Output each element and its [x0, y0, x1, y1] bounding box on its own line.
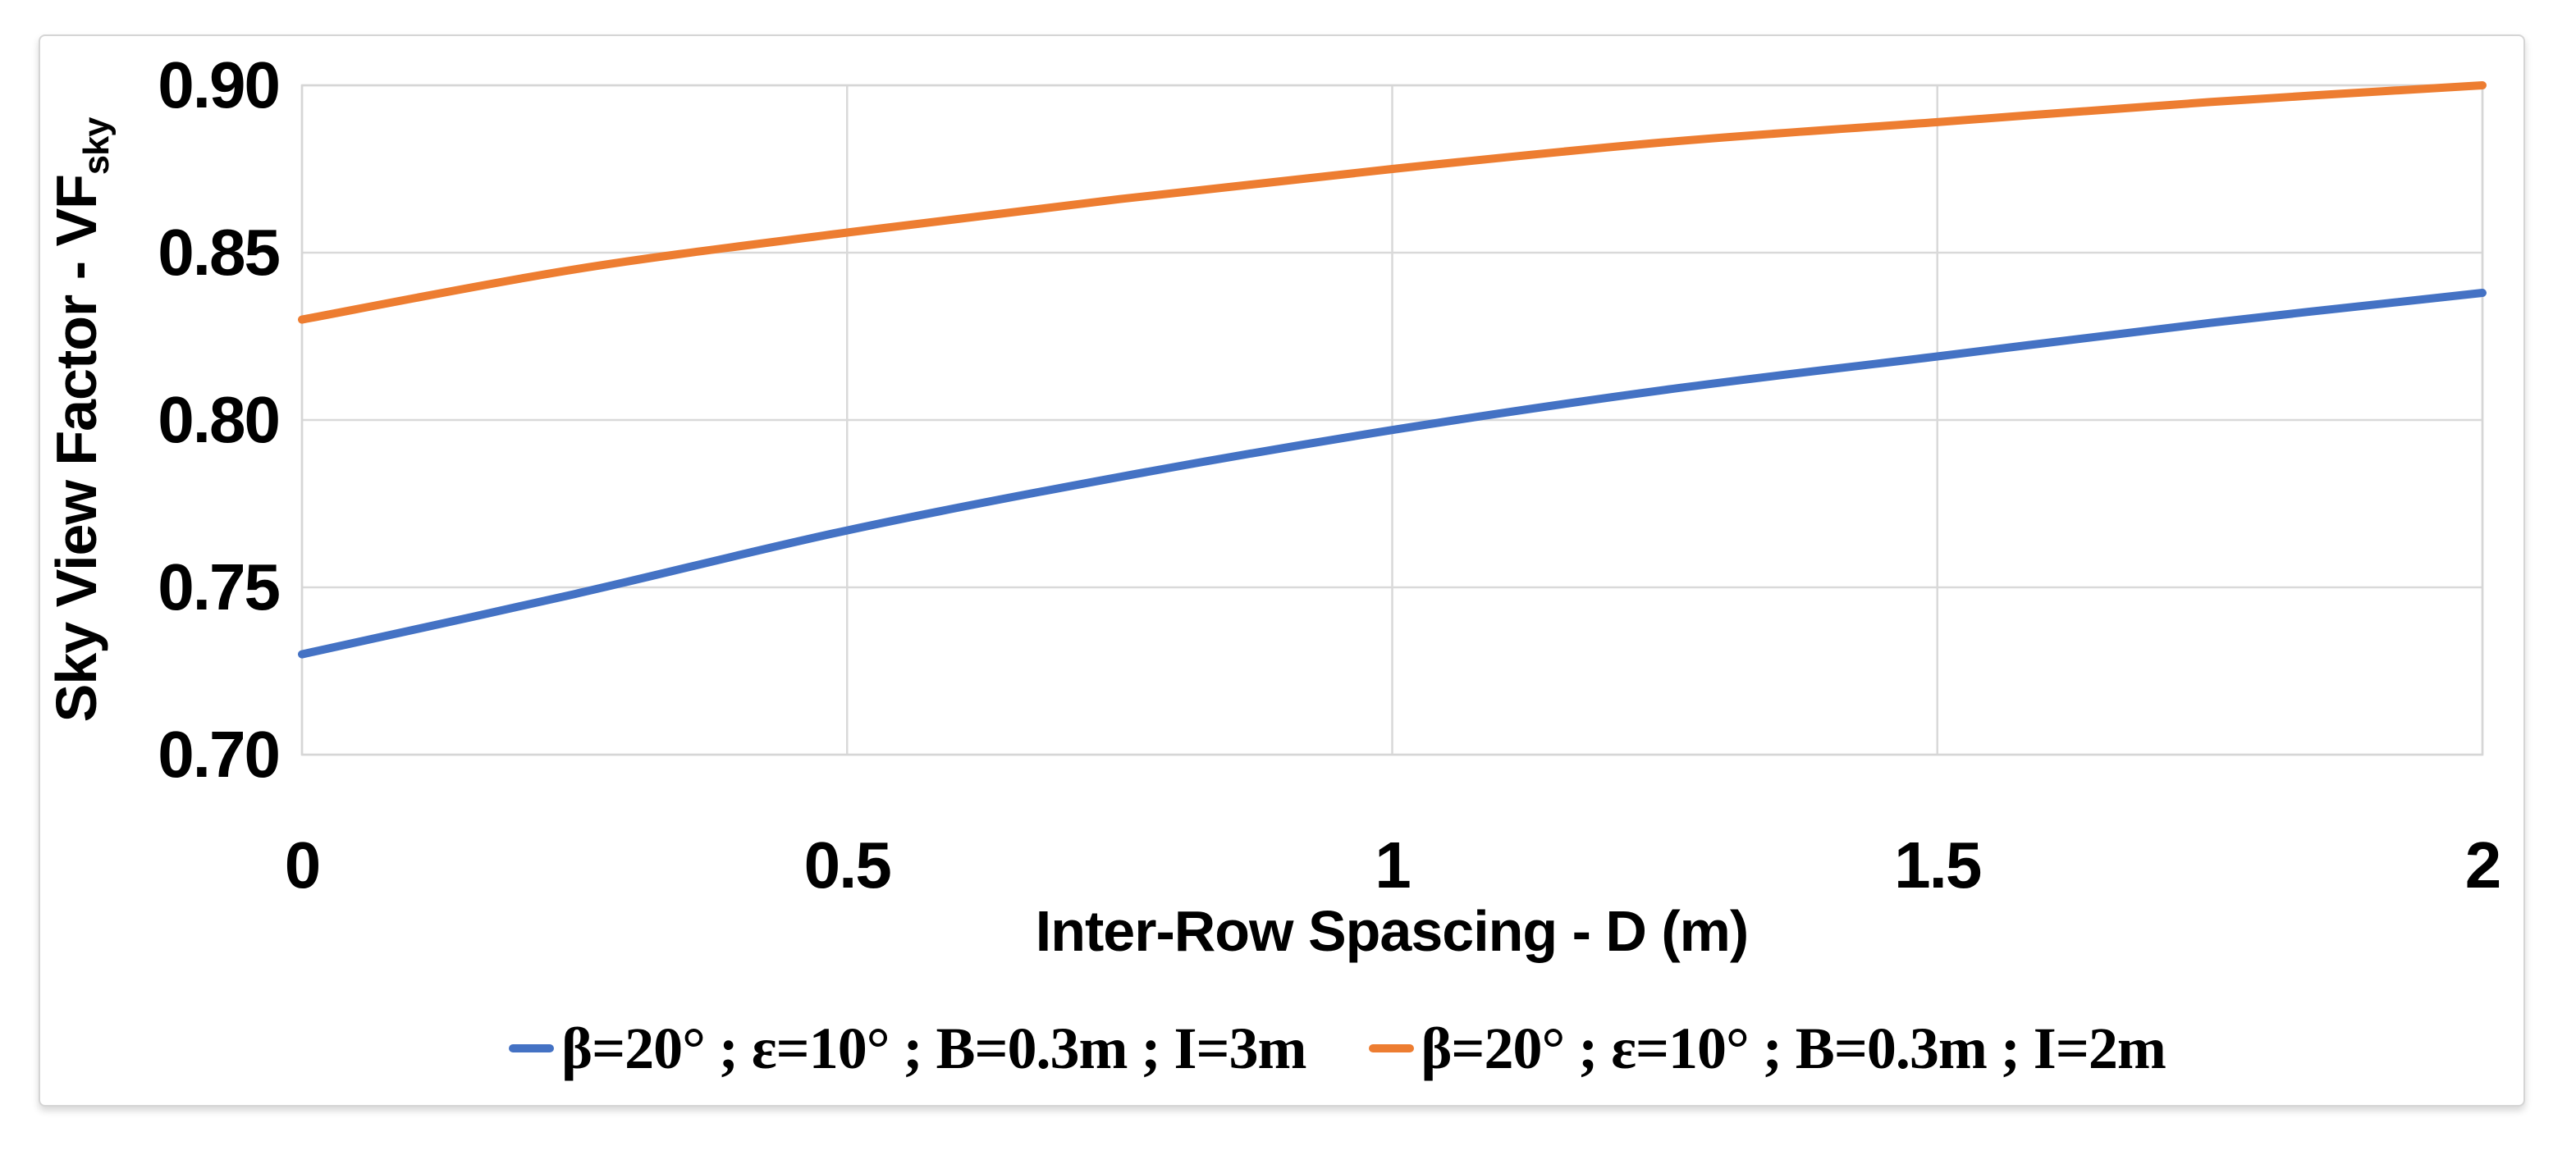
x-axis-tick-label: 1 [1375, 829, 1412, 902]
chart-figure [39, 34, 2525, 1107]
legend-line-sample-orange [1368, 1044, 1414, 1052]
plot-area-border [300, 84, 2484, 756]
series-line-2 [298, 81, 2487, 324]
y-axis-tick-label: 0.70 [158, 718, 281, 791]
x-axis-tick-label: 0 [284, 829, 322, 902]
series-line-1 [298, 289, 2487, 659]
y-axis-tick-label: 0.80 [158, 383, 281, 456]
legend-item-series-1: β=20° ; ε=10° ; B=0.3m ; I=3m [509, 1015, 1307, 1083]
x-axis-tick-label: 2 [2464, 829, 2502, 902]
y-axis-title-subscript: sky [77, 117, 117, 176]
legend-label-series-1: β=20° ; ε=10° ; B=0.3m ; I=3m [561, 1015, 1306, 1081]
legend-item-series-2: β=20° ; ε=10° ; B=0.3m ; I=2m [1368, 1015, 2166, 1083]
y-axis-tick-label: 0.75 [158, 550, 281, 623]
x-axis-title: Inter-Row Spascing - D (m) [1035, 899, 1749, 963]
legend-line-sample-blue [509, 1044, 555, 1052]
y-axis-tick-label: 0.85 [158, 216, 281, 289]
x-axis-tick-label: 1.5 [1894, 829, 1982, 902]
y-axis-title-text: Sky View Factor - VF [44, 175, 108, 723]
y-axis-tick-label: 0.90 [158, 48, 281, 121]
x-axis-tick-label: 0.5 [803, 829, 892, 902]
chart-legend: β=20° ; ε=10° ; B=0.3m ; I=3m β=20° ; ε=… [49, 1007, 2576, 1089]
legend-label-series-2: β=20° ; ε=10° ; B=0.3m ; I=2m [1421, 1015, 2166, 1081]
y-axis-title: Sky View Factor - VFsky [43, 51, 117, 789]
